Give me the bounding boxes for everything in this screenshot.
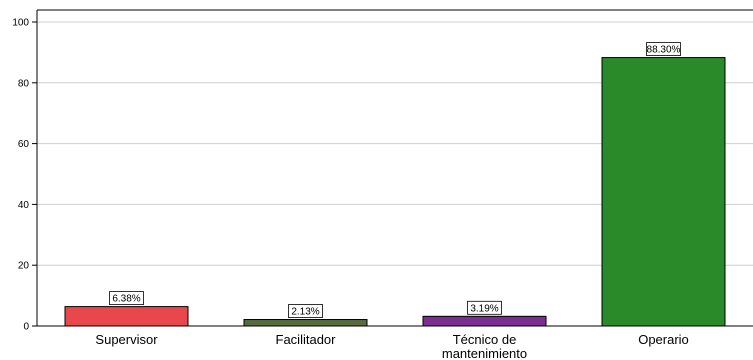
- x-category-label: mantenimiento: [442, 346, 527, 360]
- y-tick-label: 100: [12, 18, 29, 29]
- data-label: 3.19%: [470, 303, 498, 314]
- data-label-box: [109, 291, 144, 306]
- x-category-label: Facilitador: [276, 332, 337, 347]
- data-label: 2.13%: [291, 307, 319, 318]
- data-label: 88.30%: [647, 45, 681, 56]
- data-label-box: [467, 300, 502, 315]
- bar-3: [422, 315, 547, 327]
- x-category-label: Operario: [638, 332, 689, 347]
- data-label: 6.38%: [112, 294, 140, 305]
- y-axis-ticks: 0 20 40 60 80 100: [12, 18, 37, 333]
- x-category-label: Supervisor: [95, 332, 158, 347]
- bars: [64, 57, 726, 327]
- x-category-label: Técnico de: [453, 332, 517, 347]
- y-tick-label: 40: [18, 200, 30, 211]
- bar-1: [64, 306, 189, 327]
- y-tick-label: 20: [18, 261, 30, 272]
- x-axis-categories: Supervisor Facilitador Técnico demantenimi…: [95, 332, 688, 360]
- bar-4: [601, 57, 726, 327]
- bar-2: [243, 319, 368, 327]
- y-tick-label: 80: [18, 78, 30, 89]
- y-tick-label: 0: [23, 322, 29, 333]
- data-label-box: [288, 304, 323, 318]
- data-label-box: [646, 42, 681, 56]
- data-labels: 6.38% 2.13% 3.19% 88.30%: [109, 42, 681, 318]
- y-tick-label: 60: [18, 139, 30, 150]
